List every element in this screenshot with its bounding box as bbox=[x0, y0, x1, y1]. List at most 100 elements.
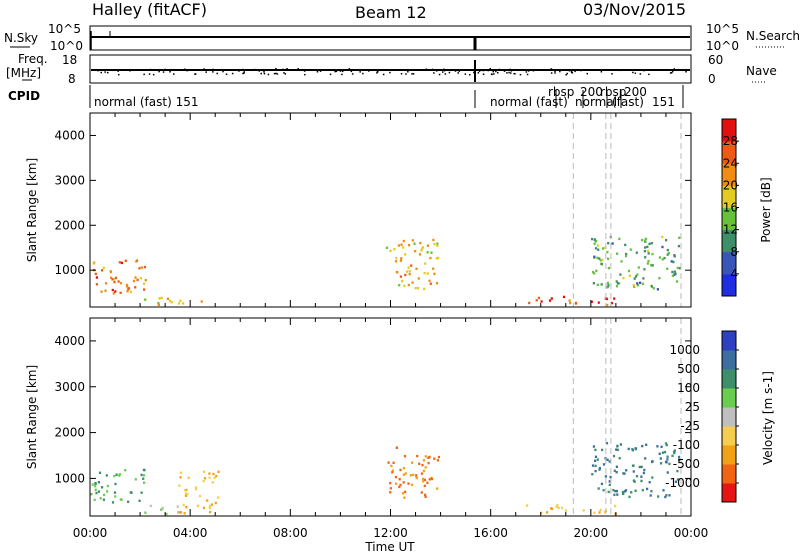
nave-point bbox=[117, 70, 119, 72]
nave-point bbox=[532, 70, 535, 72]
nave-point bbox=[492, 70, 494, 73]
nave-point bbox=[495, 70, 497, 73]
range-gate-cell bbox=[143, 288, 146, 291]
nave-label: Nave bbox=[746, 64, 777, 78]
range-gate-cell bbox=[590, 300, 593, 303]
nave-point bbox=[425, 68, 428, 70]
range-gate-cell bbox=[598, 511, 601, 514]
range-gate-cell bbox=[636, 282, 639, 285]
range-gate-cell bbox=[666, 458, 669, 461]
range-gate-cell bbox=[420, 491, 423, 494]
range-gate-cell bbox=[644, 239, 647, 242]
range-gate-cell bbox=[674, 480, 678, 483]
range-gate-cell bbox=[144, 279, 147, 282]
freq-label-line1: Freq. bbox=[18, 52, 48, 66]
range-gate-cell bbox=[95, 276, 98, 279]
range-gate-cell bbox=[217, 496, 220, 499]
nave-point bbox=[148, 73, 151, 75]
range-gate-cell bbox=[421, 246, 425, 249]
range-gate-cell bbox=[94, 485, 97, 488]
range-gate-cell bbox=[612, 488, 615, 492]
range-gate-cell bbox=[605, 442, 609, 445]
range-gate-cell bbox=[113, 491, 117, 494]
range-gate-cell bbox=[676, 266, 679, 270]
range-gate-cell bbox=[644, 246, 647, 249]
range-gate-cell bbox=[119, 282, 123, 285]
range-gate-cell bbox=[656, 445, 659, 448]
range-gate-cell bbox=[185, 488, 188, 492]
range-gate-cell bbox=[195, 488, 198, 491]
range-gate-cell bbox=[93, 498, 96, 501]
range-gate-cell bbox=[673, 273, 676, 276]
range-gate-cell bbox=[606, 281, 609, 285]
nave-point bbox=[237, 70, 240, 72]
range-gate-cell bbox=[402, 239, 405, 243]
cpid-label: CPID bbox=[8, 89, 40, 103]
range-gate-cell bbox=[409, 474, 412, 477]
nave-point bbox=[464, 73, 467, 75]
range-gate-cell bbox=[672, 260, 675, 264]
velocity-ylabel: Slant Range [km] bbox=[25, 365, 39, 469]
nave-point bbox=[405, 73, 407, 75]
colorbar-swatch bbox=[722, 163, 736, 186]
nave-point bbox=[382, 73, 385, 76]
nave-point bbox=[559, 70, 561, 73]
range-gate-cell bbox=[594, 448, 597, 452]
range-gate-cell bbox=[194, 486, 197, 489]
power-axes: 1000 2000 3000 4000 bbox=[54, 113, 692, 307]
nave-point bbox=[275, 72, 277, 75]
nave-point bbox=[632, 71, 634, 74]
range-gate-cell bbox=[114, 290, 117, 293]
range-gate-cell bbox=[414, 286, 417, 290]
colorbar-tick-label: 1000 bbox=[669, 343, 700, 357]
colorbar-tick-label: 8 bbox=[730, 245, 738, 259]
cpid-segment-200-1: 200 bbox=[580, 85, 603, 99]
range-gate-cell bbox=[111, 501, 115, 504]
nsky-strip-frame bbox=[89, 25, 692, 51]
range-gate-cell bbox=[142, 474, 146, 477]
nave-point bbox=[509, 69, 511, 71]
nave-point bbox=[412, 73, 415, 75]
range-gate-cell bbox=[125, 283, 129, 287]
range-gate-cell bbox=[618, 457, 621, 460]
nave-point bbox=[377, 71, 379, 73]
nave-point bbox=[525, 71, 528, 73]
nave-point bbox=[469, 74, 471, 76]
nave-tick-top: 60 bbox=[708, 53, 723, 67]
range-gate-cell bbox=[620, 260, 623, 263]
range-gate-cell bbox=[209, 510, 212, 514]
range-gate-cell bbox=[211, 481, 214, 484]
range-gate-cell bbox=[667, 252, 670, 255]
range-gate-cell bbox=[427, 456, 430, 459]
range-gate-cell bbox=[600, 283, 603, 286]
colorbar-swatch bbox=[722, 273, 736, 297]
range-gate-cell bbox=[614, 504, 617, 508]
range-gate-cell bbox=[597, 244, 600, 247]
range-gate-cell bbox=[423, 287, 426, 291]
colorbar-swatch bbox=[722, 251, 736, 275]
range-gate-cell bbox=[596, 283, 599, 286]
range-gate-cell bbox=[660, 445, 663, 448]
range-gate-cell bbox=[555, 505, 558, 508]
nave-point bbox=[339, 70, 342, 72]
range-gate-cell bbox=[114, 276, 118, 280]
colorbar-swatch bbox=[722, 229, 736, 253]
range-gate-cell bbox=[433, 272, 436, 276]
range-gate-cell bbox=[622, 276, 625, 280]
range-gate-cell bbox=[215, 475, 218, 478]
range-gate-cell bbox=[389, 249, 392, 252]
range-gate-cell bbox=[392, 461, 395, 464]
range-gate-cell bbox=[661, 258, 664, 261]
range-gate-cell bbox=[650, 242, 653, 245]
range-gate-cell bbox=[647, 252, 650, 255]
nave-point bbox=[435, 70, 438, 72]
range-gate-cell bbox=[627, 447, 630, 451]
range-gate-cell bbox=[596, 256, 599, 260]
nave-point bbox=[458, 70, 460, 72]
range-gate-cell bbox=[646, 249, 649, 253]
colorbar-swatch bbox=[722, 207, 736, 231]
range-gate-cell bbox=[115, 473, 118, 476]
range-gate-cell bbox=[430, 477, 434, 481]
range-gate-cell bbox=[673, 451, 676, 455]
range-gate-cell bbox=[673, 449, 676, 452]
